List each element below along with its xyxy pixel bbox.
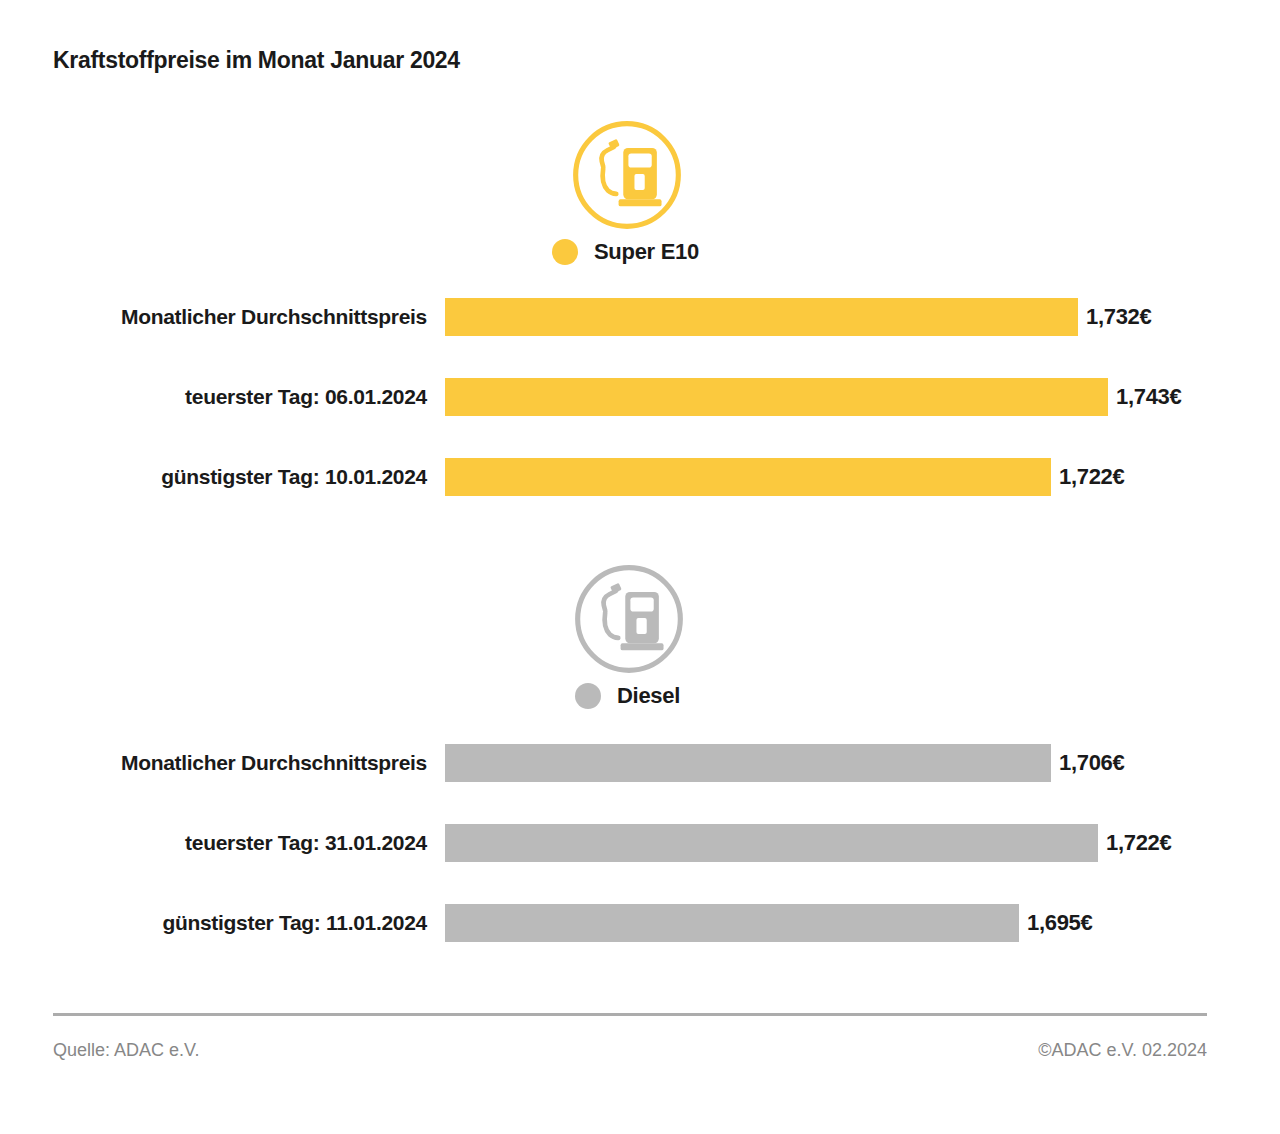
fuel-pump-icon (573, 563, 685, 675)
footer-divider (53, 1013, 1207, 1016)
bar-diesel-max (445, 824, 1098, 862)
bar-value: 1,722€ (1106, 830, 1172, 856)
bar-row-diesel-min: günstigster Tag: 11.01.2024 1,695€ (0, 904, 1280, 942)
bar-row-super-min: günstigster Tag: 10.01.2024 1,722€ (0, 458, 1280, 496)
bar-value: 1,706€ (1059, 750, 1125, 776)
bar-value: 1,695€ (1027, 910, 1093, 936)
bar-row-diesel-avg: Monatlicher Durchschnittspreis 1,706€ (0, 744, 1280, 782)
legend-label-super-e10: Super E10 (594, 239, 699, 265)
bar-row-diesel-max: teuerster Tag: 31.01.2024 1,722€ (0, 824, 1280, 862)
legend-diesel: Diesel (575, 682, 680, 709)
infographic-canvas: Kraftstoffpreise im Monat Januar 2024 Su… (0, 0, 1280, 1134)
bar-value: 1,722€ (1059, 464, 1125, 490)
legend-dot-diesel (575, 683, 601, 709)
row-label: günstigster Tag: 11.01.2024 (0, 904, 427, 942)
footer-source: Quelle: ADAC e.V. (53, 1040, 199, 1061)
footer-copyright: ©ADAC e.V. 02.2024 (1038, 1040, 1207, 1061)
bar-super-avg (445, 298, 1078, 336)
page-title: Kraftstoffpreise im Monat Januar 2024 (53, 47, 460, 74)
row-label: Monatlicher Durchschnittspreis (0, 744, 427, 782)
bar-row-super-avg: Monatlicher Durchschnittspreis 1,732€ (0, 298, 1280, 336)
bar-diesel-min (445, 904, 1019, 942)
bar-value: 1,732€ (1086, 304, 1152, 330)
bar-value: 1,743€ (1116, 384, 1182, 410)
row-label: günstigster Tag: 10.01.2024 (0, 458, 427, 496)
legend-dot-super-e10 (552, 239, 578, 265)
bar-super-max (445, 378, 1108, 416)
row-label: Monatlicher Durchschnittspreis (0, 298, 427, 336)
row-label: teuerster Tag: 06.01.2024 (0, 378, 427, 416)
bar-row-super-max: teuerster Tag: 06.01.2024 1,743€ (0, 378, 1280, 416)
bar-diesel-avg (445, 744, 1051, 782)
legend-super-e10: Super E10 (552, 238, 699, 265)
row-label: teuerster Tag: 31.01.2024 (0, 824, 427, 862)
legend-label-diesel: Diesel (617, 683, 680, 709)
bar-super-min (445, 458, 1051, 496)
fuel-pump-icon (571, 119, 683, 231)
